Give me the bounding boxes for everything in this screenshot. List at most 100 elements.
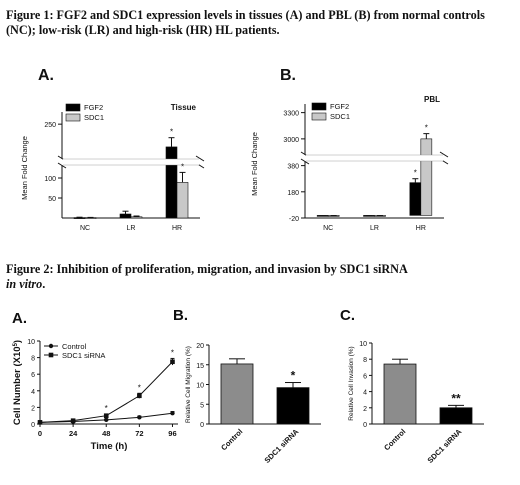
- fig1B-title: PBL: [424, 95, 440, 104]
- figure2-caption-suffix: .: [42, 277, 46, 291]
- fig1B-bar: [409, 182, 422, 216]
- fig2A-y-tick-label: 4: [31, 389, 35, 396]
- fig1B-legend-swatch: [311, 102, 327, 111]
- fig1B-y-tick-label: 3300: [283, 111, 299, 118]
- fig1B-y-tick-label: 380: [287, 164, 299, 171]
- fig1B-legend-label: SDC1: [330, 112, 350, 121]
- fig1B-y-tick-label: -20: [289, 216, 299, 223]
- fig2A-y-axis-label-sup: 5: [13, 342, 19, 346]
- fig1A-bar: [165, 146, 178, 219]
- fig2B-panel-label: B.: [173, 307, 188, 324]
- fig2A-significance-mark: *: [138, 383, 141, 392]
- fig2A-x-tick-label: 96: [168, 429, 176, 438]
- fig1A-x-tick-label: LR: [127, 225, 136, 232]
- fig2A-point: [137, 415, 142, 420]
- fig1A-axis-break-mark-right: [195, 155, 205, 162]
- fig2A-x-tick-label: 48: [102, 429, 110, 438]
- fig1B-significance-mark: *: [425, 124, 428, 133]
- fig1A-bar: [73, 217, 86, 219]
- fig1A-y-axis-label: Mean Fold Change: [20, 136, 29, 200]
- fig1A-significance-mark: *: [170, 128, 173, 137]
- fig2A-x-axis-label: Time (h): [91, 441, 128, 452]
- figure2-caption-text: Figure 2: Inhibition of proliferation, m…: [6, 262, 408, 276]
- fig2A-y-tick-label: 8: [31, 356, 35, 363]
- figure2-caption-italic: in vitro: [6, 277, 43, 291]
- fig1A-y-tick-label: 50: [48, 196, 56, 203]
- fig2A-point: [170, 359, 175, 365]
- fig1A-x-tick-label: NC: [80, 225, 90, 232]
- fig2C-bar: [383, 363, 417, 425]
- fig1A-bar: [176, 182, 189, 219]
- fig2C-y-tick-label: 6: [363, 373, 367, 380]
- fig2B-y-tick-label: 15: [196, 363, 204, 370]
- fig1A-panel-label: A.: [38, 67, 54, 84]
- fig2C-panel-label: C.: [340, 307, 355, 324]
- fig2A-y-axis-label-close: ): [12, 340, 23, 343]
- fig2A-point: [37, 420, 43, 425]
- fig2C-x-tick-label: SDC1 siRNA: [426, 427, 464, 465]
- fig2C-y-tick-label: 2: [363, 406, 367, 413]
- fig1A-axis-break-mark: [57, 162, 67, 169]
- fig1B-axis-break-mark: [300, 158, 310, 165]
- fig2A-legend-marker: [48, 352, 54, 358]
- fig1B-significance-mark: *: [414, 169, 417, 178]
- fig2B-bar: [276, 387, 310, 425]
- fig1A-legend-swatch: [65, 103, 81, 112]
- fig2A-legend-label: SDC1 siRNA: [62, 351, 105, 360]
- fig2A-x-tick-label: 0: [38, 429, 42, 438]
- fig2C-y-tick-label: 4: [363, 390, 367, 397]
- fig2A-x-tick-label: 24: [69, 429, 78, 438]
- fig1B-panel-label: B.: [280, 67, 296, 84]
- fig2C-significance-mark: **: [451, 391, 461, 405]
- fig1A-x-tick-label: HR: [172, 225, 182, 232]
- fig1A-bar: [130, 216, 143, 219]
- fig2A-y-tick-label: 2: [31, 405, 35, 412]
- fig2C-y-tick-label: 8: [363, 357, 367, 364]
- fig2A-legend-label: Control: [62, 342, 87, 351]
- fig2B-y-tick-label: 20: [196, 343, 204, 350]
- fig2A-significance-mark: *: [105, 404, 108, 413]
- fig1A-y-tick-label: 100: [44, 176, 56, 183]
- fig1B-axis-break-mark-right: [439, 151, 449, 158]
- fig2B-significance-mark: *: [291, 369, 296, 383]
- fig2B-bar: [220, 363, 254, 425]
- fig2C-bar: [439, 407, 473, 425]
- fig2C-y-axis-label: Relative Cell Invasion (%): [348, 346, 355, 420]
- fig2A-significance-mark: *: [171, 348, 174, 357]
- fig1B-y-axis-label: Mean Fold Change: [250, 132, 259, 196]
- fig2C-y-tick-label: 10: [359, 341, 367, 348]
- fig1A-break-gap: [63, 159, 199, 165]
- fig2B-y-tick-label: 0: [200, 422, 204, 429]
- fig1B-legend-label: FGF2: [330, 102, 349, 111]
- fig1B-y-tick-label: 3000: [283, 137, 299, 144]
- fig1A-legend-label: FGF2: [84, 103, 103, 112]
- fig1B-y-tick-label: 180: [287, 190, 299, 197]
- fig1B-x-tick-label: NC: [323, 225, 333, 232]
- fig1B-x-tick-label: LR: [370, 225, 379, 232]
- fig2B-y-tick-label: 10: [196, 383, 204, 390]
- fig2B-x-tick-label: SDC1 siRNA: [263, 427, 301, 465]
- figure1-caption: Figure 1: FGF2 and SDC1 expression level…: [6, 8, 485, 37]
- fig2A-series-line: [39, 361, 173, 423]
- fig2A-x-tick-label: 72: [135, 429, 143, 438]
- fig2A-point: [104, 417, 109, 423]
- fig1A-bar: [119, 213, 132, 219]
- fig2A-legend-marker: [48, 343, 54, 349]
- fig2A-point: [137, 393, 142, 399]
- fig2A-y-axis-label: Cell Number (X105): [12, 340, 23, 425]
- fig1B-bar: [420, 138, 433, 216]
- fig2A-point: [70, 418, 76, 423]
- fig2A-y-tick-label: 6: [31, 372, 35, 379]
- fig1A-significance-mark: *: [181, 162, 184, 171]
- figure2-caption: Figure 2: Inhibition of proliferation, m…: [6, 262, 514, 292]
- fig2A-y-axis-label-text: Cell Number (X10: [12, 346, 23, 425]
- fig2A-point: [103, 413, 109, 418]
- fig2A-panel-label: A.: [12, 310, 27, 327]
- fig2B-x-tick-label: Control: [219, 427, 244, 452]
- fig2A-point: [170, 411, 175, 416]
- fig2C-y-tick-label: 0: [363, 422, 367, 429]
- fig1A-y-tick-label: 250: [44, 122, 56, 129]
- fig2A-y-tick-label: 10: [27, 339, 35, 346]
- fig1A-legend-label: SDC1: [84, 113, 104, 122]
